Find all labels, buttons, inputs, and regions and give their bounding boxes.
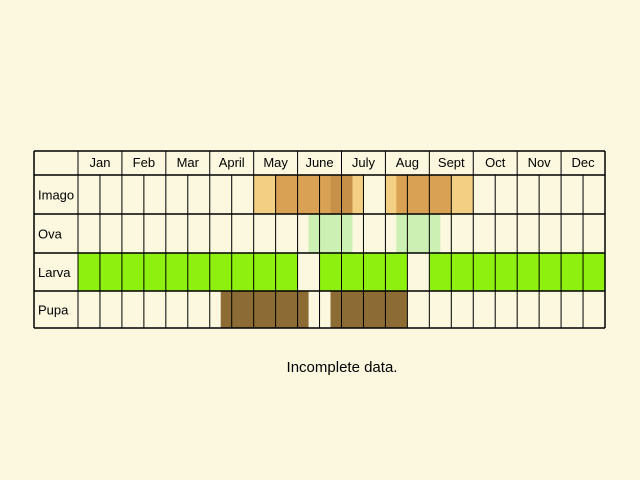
month-label: Nov	[528, 155, 552, 170]
period-pupa	[220, 291, 309, 328]
period-imago	[275, 175, 331, 214]
month-label: June	[305, 155, 333, 170]
month-label: Oct	[485, 155, 506, 170]
stage-label: Imago	[38, 188, 74, 203]
stage-label: Pupa	[38, 303, 69, 318]
month-label: Dec	[571, 155, 595, 170]
month-label: Feb	[133, 155, 155, 170]
period-imago	[396, 175, 452, 214]
period-pupa	[330, 291, 408, 328]
month-label: Jan	[89, 155, 110, 170]
caption: Incomplete data.	[286, 359, 398, 376]
period-ova	[308, 214, 353, 253]
month-label: April	[219, 155, 245, 170]
stage-label: Ova	[38, 227, 63, 242]
labels: Jan Feb Mar April May June July Aug Sept Oct Nov De…	[38, 155, 595, 318]
period-ova	[396, 214, 441, 253]
month-label: May	[263, 155, 288, 170]
month-label: Aug	[396, 155, 419, 170]
stage-label: Larva	[38, 265, 71, 280]
month-label: July	[352, 155, 376, 170]
month-label: Sept	[438, 155, 465, 170]
month-label: Mar	[177, 155, 200, 170]
grid-lines	[33, 150, 606, 329]
